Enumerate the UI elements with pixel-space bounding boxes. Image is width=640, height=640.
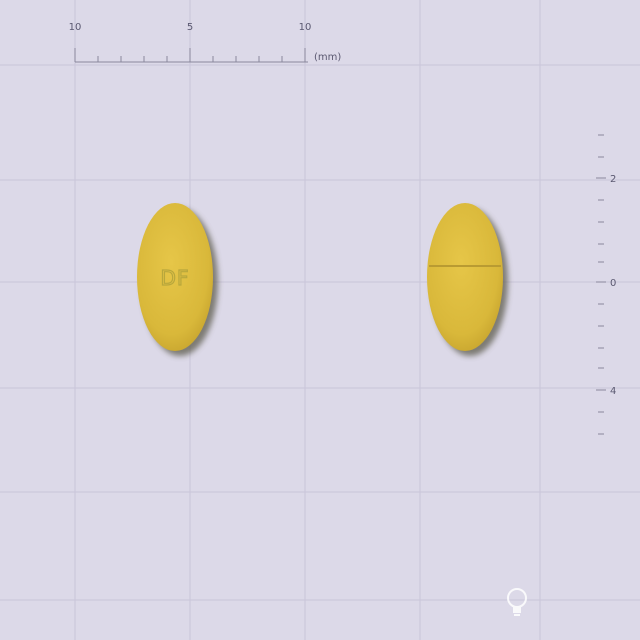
ruler-right-label: 0	[610, 278, 616, 289]
ruler-top-label: 10	[69, 22, 82, 33]
lightbulb-logo-icon	[507, 588, 527, 616]
ruler-top-label: 5	[187, 22, 193, 33]
ruler-unit-label: (mm)	[314, 52, 341, 63]
ruler-right-label: 4	[610, 386, 616, 397]
pill-front: DF	[137, 203, 218, 356]
ruler-right-label: 2	[610, 174, 616, 185]
ruler-top-label: 10	[299, 22, 312, 33]
pill-back	[427, 203, 508, 356]
pill-imprint: DF	[161, 266, 190, 290]
